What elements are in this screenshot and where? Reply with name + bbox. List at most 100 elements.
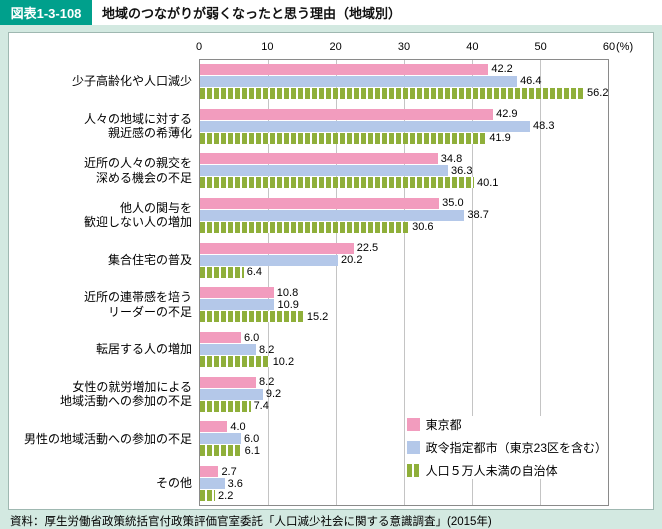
- bar-line: 22.5: [200, 242, 610, 254]
- bar: [200, 254, 339, 266]
- bar-value-label: 8.2: [259, 376, 275, 389]
- category-label: 近所の人々の親交を 深める機会の不足: [83, 156, 192, 185]
- legend-label: 政令指定都市（東京23区を含む）: [425, 441, 607, 455]
- bar-value-label: 42.2: [491, 63, 513, 76]
- source-note: 資料：厚生労働省政策統括官付政策評価官室委託「人口減少社会に関する意識調査」(2…: [10, 516, 492, 528]
- bar-value-label: 4.0: [230, 420, 246, 433]
- category-label: 人々の地域に対する 親近感の希薄化: [83, 111, 192, 141]
- bar: [200, 87, 585, 99]
- bar: [200, 177, 475, 189]
- category-label: 近所の連帯感を培う リーダーの不足: [83, 290, 192, 319]
- axis-unit-label: (%): [616, 41, 634, 53]
- category-row: 人々の地域に対する 親近感の希薄化 42.9 48.3 41.9: [9, 104, 610, 149]
- bar: [200, 388, 263, 400]
- bar-value-label: 2.7: [221, 465, 237, 478]
- bar-value-label: 41.9: [489, 132, 511, 145]
- bar-line: 10.2: [200, 356, 610, 368]
- bar-line: 6.0: [200, 332, 610, 344]
- bar: [200, 165, 449, 177]
- category-bars: 6.0 8.2 10.2: [200, 327, 610, 372]
- bar-line: 40.1: [200, 177, 610, 189]
- category-label: 少子高齢化や人口減少: [71, 74, 192, 89]
- legend-item: 政令指定都市（東京23区を含む）: [406, 439, 607, 456]
- bar: [200, 376, 257, 388]
- bar: [200, 478, 225, 490]
- gridline: [471, 60, 473, 505]
- bar-line: 6.1: [200, 445, 610, 457]
- bar: [200, 266, 244, 278]
- bar-value-label: 10.8: [276, 286, 299, 299]
- gridline: [540, 60, 541, 505]
- bar-line: 6.4: [200, 266, 610, 278]
- bar-line: 48.3: [200, 120, 610, 132]
- gridline: [267, 60, 269, 505]
- bar-line: 41.9: [200, 132, 610, 144]
- category-row: その他 2.7 3.6 2.2: [9, 461, 610, 506]
- bar: [200, 132, 487, 144]
- bar-value-label: 6.4: [246, 266, 263, 279]
- category-label: 転居する人の増加: [95, 342, 192, 357]
- x-tick-label: 10: [261, 41, 274, 53]
- bar: [200, 75, 518, 87]
- bar-value-label: 6.0: [244, 432, 260, 445]
- bar: [200, 344, 257, 356]
- x-tick-label: 50: [534, 41, 547, 53]
- legend-swatch: [406, 418, 420, 431]
- bar-line: 3.6: [200, 478, 610, 490]
- bar: [200, 332, 241, 344]
- bar: [200, 466, 219, 478]
- bar-value-label: 10.2: [272, 355, 295, 368]
- category-bars: 8.2 9.2 7.4: [200, 372, 610, 417]
- bar: [200, 400, 251, 412]
- bar-value-label: 22.5: [356, 242, 379, 255]
- bar: [200, 445, 242, 457]
- category-row: 男性の地域活動への参加の不足 4.0 6.0 6.1: [9, 417, 610, 462]
- bar-value-label: 36.3: [451, 164, 473, 177]
- category-bars: 2.7 3.6 2.2: [200, 461, 610, 506]
- category-bars: 34.8 36.3 40.1: [200, 148, 610, 193]
- category-row: 他人の関与を 歓迎しない人の増加 35.0 38.7 30.6: [9, 193, 610, 238]
- bar: [200, 287, 274, 299]
- category-bars: 22.5 20.2 6.4: [200, 238, 610, 283]
- figure-number-badge: 図表1-3-108: [0, 0, 92, 25]
- legend-swatch: [406, 441, 420, 454]
- legend-item: 人口５万人未満の自治体: [406, 462, 607, 479]
- bar-line: 20.2: [200, 254, 610, 266]
- legend-item: 東京都: [406, 416, 607, 433]
- bar-line: 7.4: [200, 400, 610, 412]
- bar: [200, 221, 410, 233]
- bar-line: 8.2: [200, 376, 610, 388]
- bar-line: 36.3: [200, 165, 610, 177]
- category-row: 集合住宅の普及 22.5 20.2 6.4: [9, 238, 610, 283]
- bar-value-label: 38.7: [467, 209, 489, 222]
- category-row: 近所の連帯感を培う リーダーの不足 10.8 10.9 15.2: [9, 283, 610, 328]
- legend-label: 東京都: [425, 418, 462, 432]
- legend-swatch: [406, 464, 420, 477]
- category-bars: 35.0 38.7 30.6: [200, 193, 610, 238]
- bar-value-label: 46.4: [520, 75, 542, 88]
- bar: [200, 356, 270, 368]
- x-tick-label: 0: [195, 41, 203, 53]
- bar-line: 4.0: [200, 421, 610, 433]
- category-row: 転居する人の増加 6.0 8.2 10.2: [9, 327, 610, 372]
- bar: [200, 299, 275, 311]
- bar: [200, 153, 438, 165]
- category-bars: 42.2 46.4 56.2: [200, 59, 610, 104]
- category-label: 集合住宅の普及: [107, 252, 192, 267]
- bar-line: 8.2: [200, 344, 610, 356]
- bar: [200, 120, 531, 132]
- bar-value-label: 48.3: [533, 120, 555, 133]
- bar-value-label: 3.6: [227, 477, 243, 490]
- x-axis: 0 10 20 30 40 50 60: [195, 41, 615, 56]
- figure-title: 地域のつながりが弱くなったと思う理由（地域別）: [92, 0, 662, 25]
- gridline: [335, 60, 337, 505]
- bar-line: 46.4: [200, 75, 610, 87]
- category-label: 男性の地域活動への参加の不足: [23, 431, 192, 446]
- gridline: [404, 60, 405, 505]
- bar-value-label: 34.8: [440, 152, 463, 165]
- bar-line: 15.2: [200, 311, 610, 323]
- bar-line: 6.0: [200, 433, 610, 445]
- bar-value-label: 56.2: [587, 87, 609, 100]
- bar-value-label: 42.9: [496, 108, 518, 121]
- bar: [200, 209, 465, 221]
